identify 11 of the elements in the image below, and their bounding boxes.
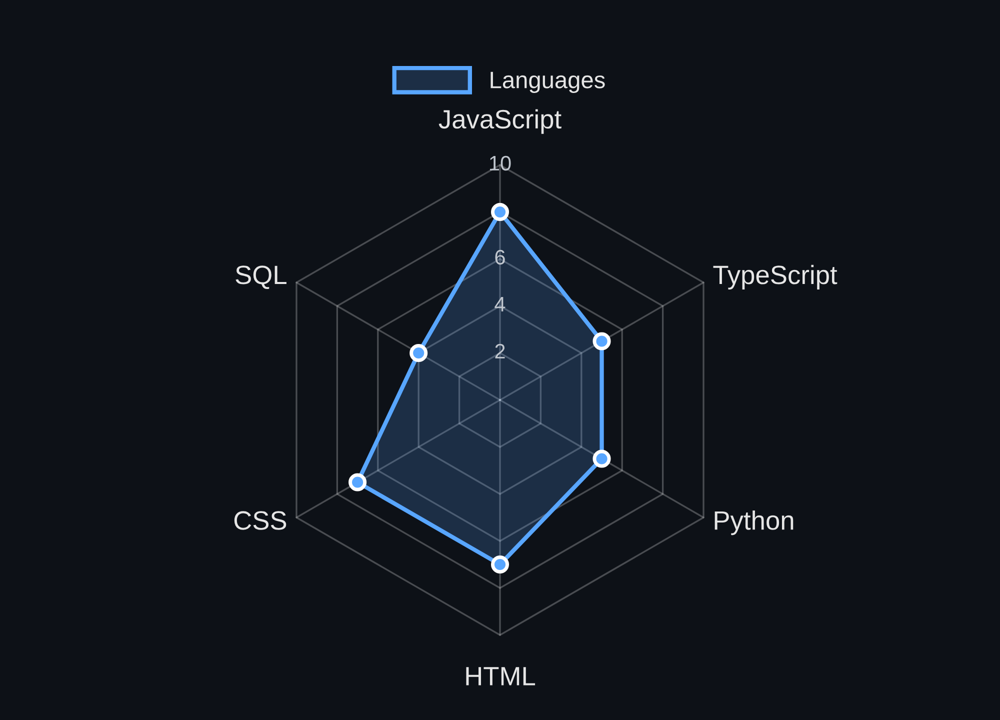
spoke-label: HTML <box>466 667 536 686</box>
legend-label: Languages <box>490 72 605 94</box>
spoke-label: CSS <box>234 511 286 530</box>
y-tick-label: 4 <box>494 297 506 312</box>
y-tick-label: 6 <box>495 250 505 265</box>
y-tick-label: 10 <box>490 156 511 171</box>
spoke-label: TypeScript <box>713 264 838 290</box>
y-tick-label: 2 <box>495 344 505 358</box>
spoke-label: JavaScript <box>438 109 562 134</box>
spoke-label: SQL <box>236 266 286 290</box>
spoke-label: Python <box>714 510 794 536</box>
